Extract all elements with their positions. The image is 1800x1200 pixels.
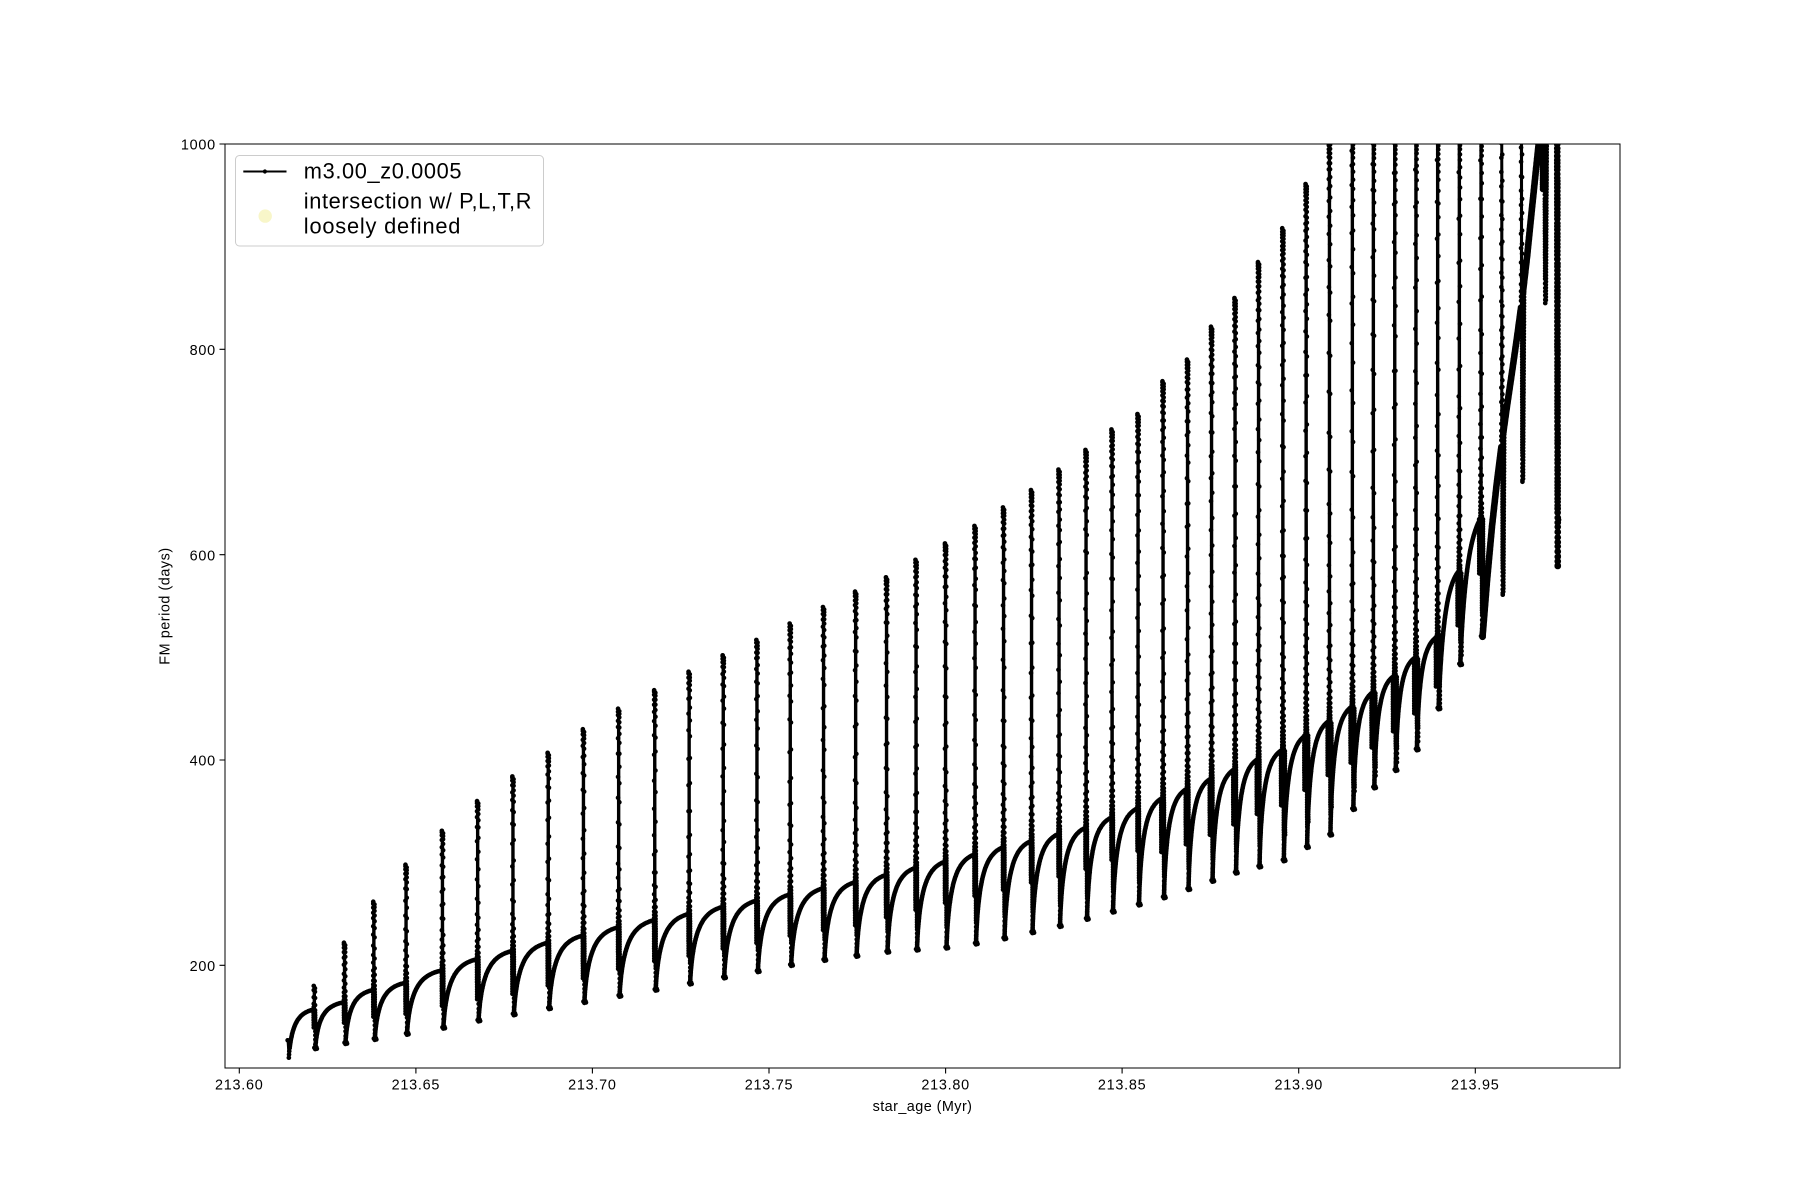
svg-text:213.85: 213.85 bbox=[1098, 1078, 1147, 1094]
svg-text:213.70: 213.70 bbox=[568, 1078, 617, 1094]
svg-text:1000: 1000 bbox=[181, 138, 216, 154]
svg-text:800: 800 bbox=[190, 343, 216, 359]
svg-text:m3.00_z0.0005: m3.00_z0.0005 bbox=[304, 158, 462, 183]
svg-text:213.65: 213.65 bbox=[392, 1078, 441, 1094]
svg-text:FM period (days): FM period (days) bbox=[157, 547, 173, 664]
svg-text:213.60: 213.60 bbox=[215, 1078, 264, 1094]
svg-text:213.75: 213.75 bbox=[745, 1078, 794, 1094]
svg-text:star_age (Myr): star_age (Myr) bbox=[873, 1099, 973, 1115]
svg-text:200: 200 bbox=[190, 959, 216, 975]
svg-text:600: 600 bbox=[190, 548, 216, 564]
svg-text:213.80: 213.80 bbox=[921, 1078, 970, 1094]
svg-text:loosely defined: loosely defined bbox=[304, 214, 461, 239]
svg-text:213.95: 213.95 bbox=[1451, 1078, 1500, 1094]
svg-text:intersection w/ P,L,T,R: intersection w/ P,L,T,R bbox=[304, 189, 532, 214]
svg-text:213.90: 213.90 bbox=[1274, 1078, 1323, 1094]
svg-text:400: 400 bbox=[190, 754, 216, 770]
